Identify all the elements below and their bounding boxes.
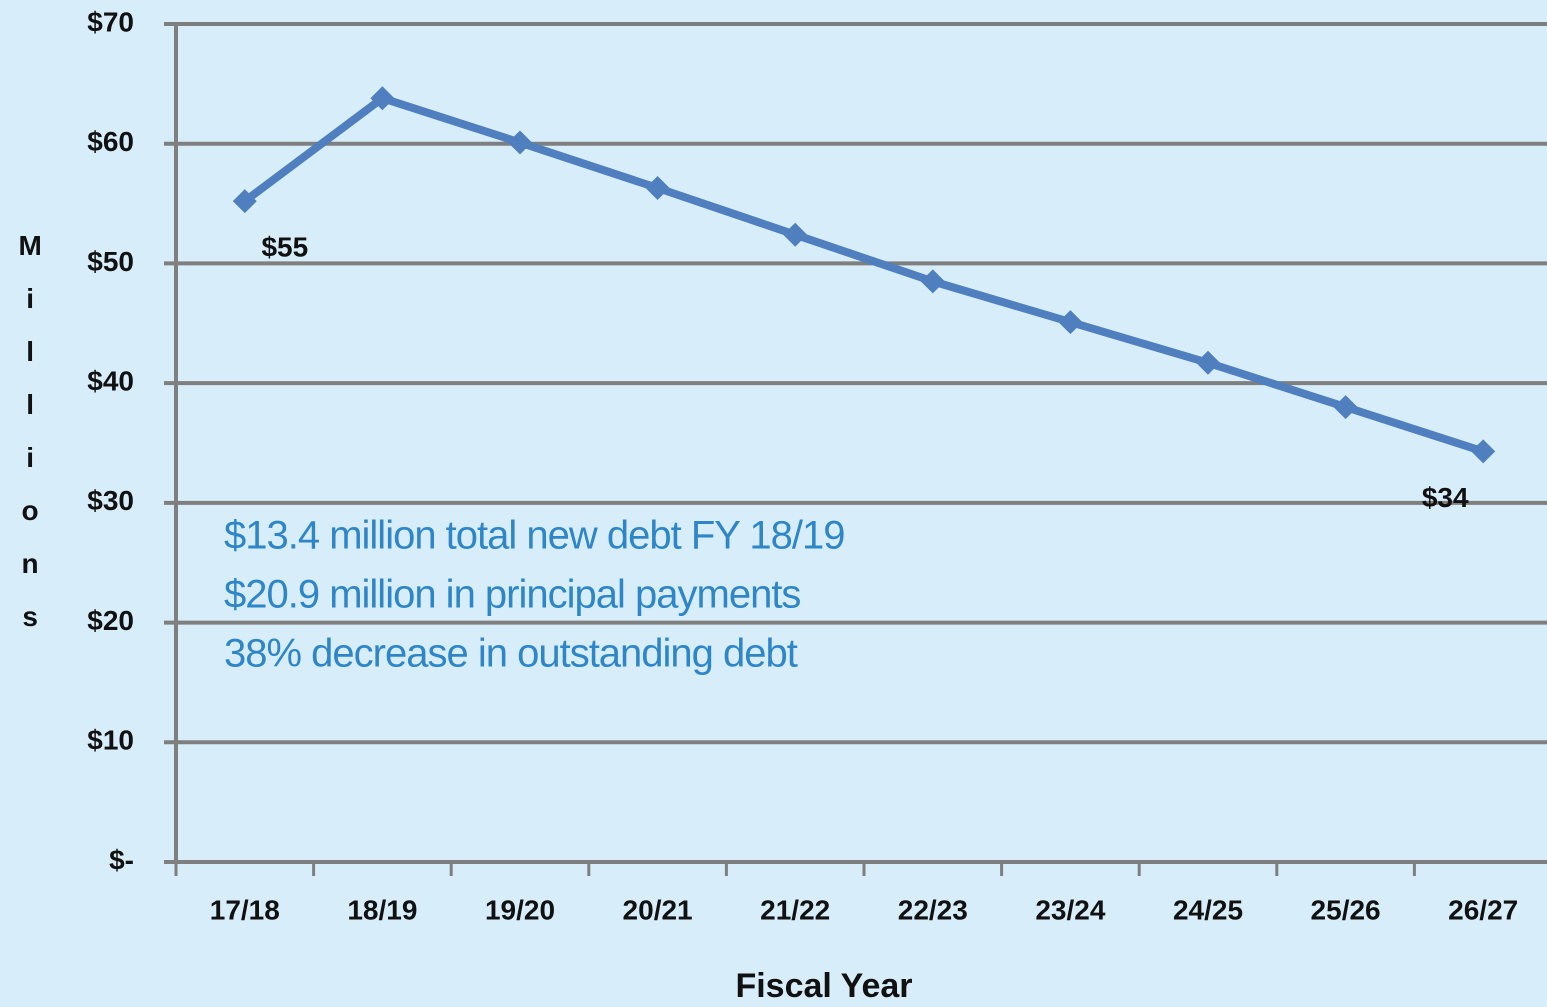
x-tick-label: 23/24 bbox=[1035, 894, 1105, 925]
annotation: 38% decrease in outstanding debt bbox=[224, 632, 798, 676]
y-tick-label: $- bbox=[109, 844, 134, 875]
marker bbox=[508, 130, 532, 155]
annotation: $20.9 million in principal payments bbox=[224, 573, 800, 617]
y-tick-label: $30 bbox=[87, 485, 134, 516]
y-tick-label: $10 bbox=[87, 725, 134, 756]
marker bbox=[232, 189, 257, 214]
y-tick-label: $50 bbox=[87, 246, 134, 277]
marker bbox=[920, 269, 945, 294]
x-tick-label: 17/18 bbox=[210, 894, 280, 925]
marker bbox=[645, 176, 670, 201]
y-tick-label: $60 bbox=[87, 126, 134, 157]
x-tick-label: 19/20 bbox=[485, 894, 555, 925]
marker bbox=[1058, 310, 1083, 335]
x-tick-label: 26/27 bbox=[1448, 894, 1518, 925]
y-tick-label: $40 bbox=[87, 366, 134, 397]
data-label: $34 bbox=[1422, 482, 1469, 513]
x-axis-label: Fiscal Year bbox=[735, 967, 912, 1005]
x-tick-label: 22/23 bbox=[898, 894, 968, 925]
marker bbox=[1196, 350, 1220, 375]
x-tick-label: 21/22 bbox=[760, 894, 830, 925]
x-tick-label: 25/26 bbox=[1311, 894, 1381, 925]
annotation: $13.4 million total new debt FY 18/19 bbox=[224, 514, 844, 558]
x-tick-label: 18/19 bbox=[347, 894, 417, 925]
x-tick-label: 20/21 bbox=[623, 894, 693, 925]
line bbox=[242, 94, 1485, 456]
y-tick-label: $20 bbox=[87, 605, 134, 636]
x-tick-label: 24/25 bbox=[1173, 894, 1243, 925]
y-axis-label: Millions bbox=[15, 230, 46, 654]
y-tick-label: $70 bbox=[87, 6, 134, 37]
marker bbox=[783, 222, 808, 247]
marker bbox=[1471, 439, 1496, 464]
data-label: $55 bbox=[261, 232, 308, 263]
marker bbox=[1333, 395, 1358, 420]
marker bbox=[370, 86, 395, 111]
